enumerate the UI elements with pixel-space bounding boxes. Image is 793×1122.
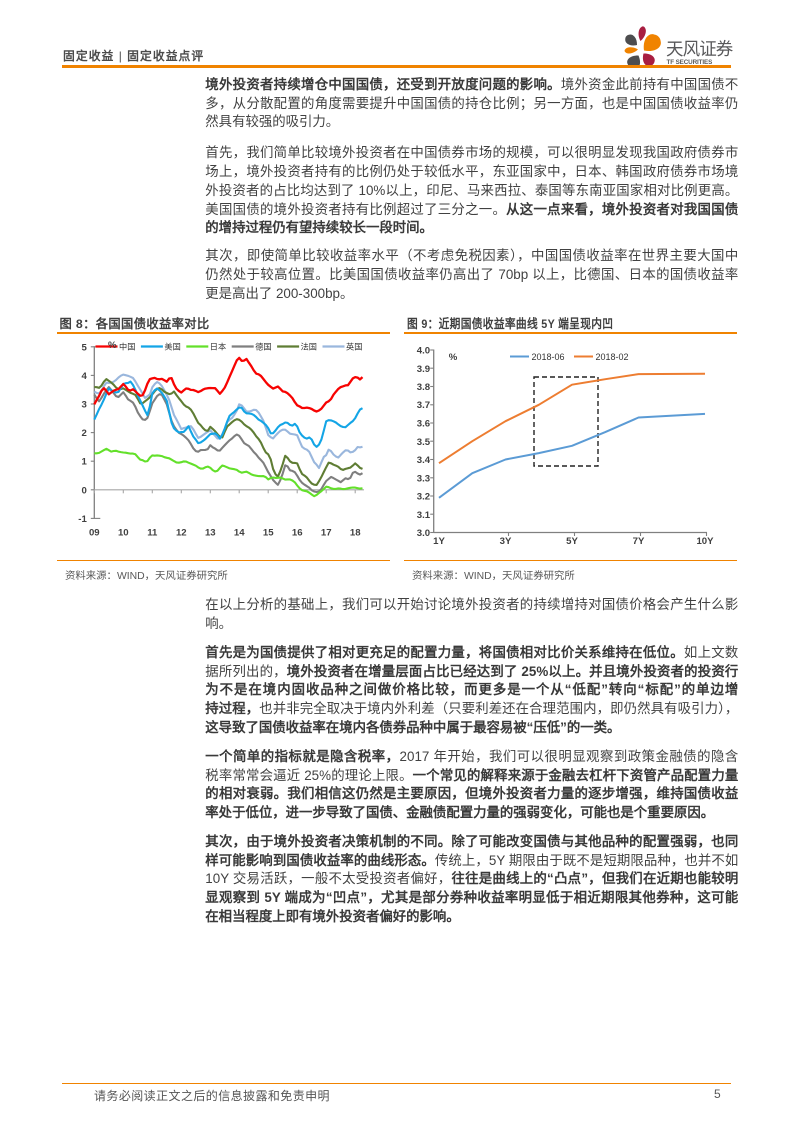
svg-text:%: % [108, 340, 117, 351]
svg-text:4.0: 4.0 [417, 346, 430, 357]
svg-text:14: 14 [234, 527, 245, 538]
svg-text:1: 1 [81, 457, 87, 468]
svg-text:3.1: 3.1 [417, 510, 431, 521]
svg-text:3.6: 3.6 [417, 419, 430, 430]
svg-text:3: 3 [81, 400, 86, 411]
svg-text:5: 5 [81, 342, 87, 353]
svg-text:17: 17 [321, 527, 332, 538]
svg-text:-1: -1 [78, 514, 87, 525]
svg-text:天风证券: 天风证券 [666, 39, 734, 59]
svg-text:3.7: 3.7 [417, 400, 430, 411]
svg-text:3.2: 3.2 [417, 492, 430, 503]
svg-text:3.0: 3.0 [417, 528, 430, 539]
svg-text:0: 0 [81, 485, 86, 496]
svg-text:5Y: 5Y [566, 536, 578, 547]
svg-text:3Y: 3Y [500, 536, 512, 547]
svg-text:%: % [449, 352, 458, 363]
svg-text:15: 15 [263, 527, 274, 538]
svg-text:TF SECURITIES: TF SECURITIES [667, 59, 713, 66]
svg-text:7Y: 7Y [633, 536, 645, 547]
svg-text:美国: 美国 [164, 342, 180, 352]
svg-text:13: 13 [205, 527, 216, 538]
svg-text:2018-06: 2018-06 [532, 352, 565, 362]
svg-text:4: 4 [81, 371, 87, 382]
svg-text:中国: 中国 [119, 342, 135, 352]
svg-text:12: 12 [176, 527, 187, 538]
svg-text:09: 09 [89, 527, 100, 538]
svg-text:2: 2 [81, 428, 86, 439]
svg-text:法国: 法国 [301, 342, 317, 352]
svg-text:3.8: 3.8 [417, 382, 431, 393]
svg-text:3.3: 3.3 [417, 473, 430, 484]
svg-text:10Y: 10Y [696, 536, 714, 547]
svg-text:18: 18 [350, 527, 361, 538]
svg-text:德国: 德国 [255, 342, 271, 352]
svg-text:10: 10 [118, 527, 129, 538]
svg-text:3.4: 3.4 [417, 455, 431, 466]
svg-text:1Y: 1Y [433, 536, 445, 547]
svg-text:3.9: 3.9 [417, 364, 430, 375]
svg-text:3.5: 3.5 [417, 437, 431, 448]
svg-text:16: 16 [292, 527, 303, 538]
svg-text:英国: 英国 [346, 342, 362, 352]
svg-text:日本: 日本 [210, 342, 226, 352]
svg-text:2018-02: 2018-02 [596, 352, 629, 362]
svg-text:11: 11 [147, 527, 158, 538]
